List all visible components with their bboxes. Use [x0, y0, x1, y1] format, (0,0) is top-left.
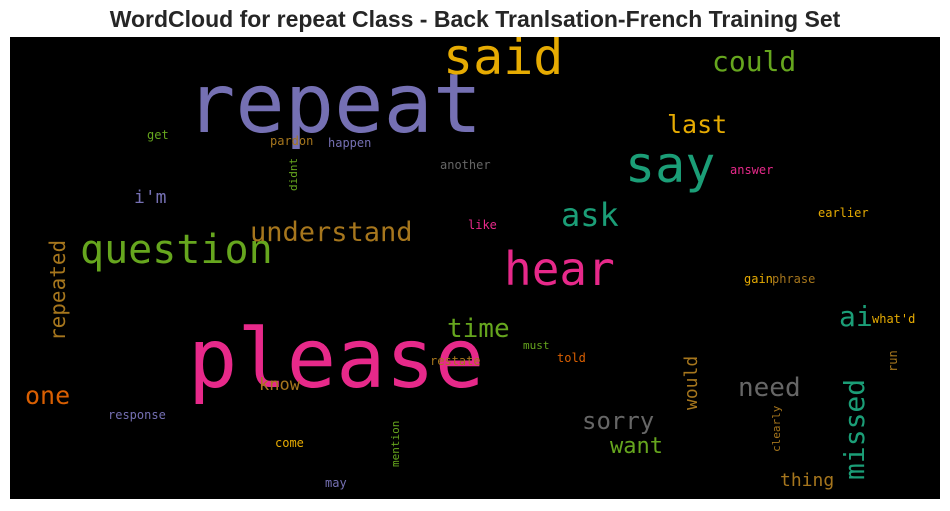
word-know: know [259, 375, 300, 395]
word-one: one [25, 381, 71, 410]
word-said: said [443, 37, 564, 86]
word-mention: mention [389, 420, 402, 467]
word-like: like [468, 218, 497, 232]
word-want: want [610, 434, 663, 459]
word-thing: thing [780, 470, 835, 491]
word-run: run [886, 350, 900, 372]
word-response: response [108, 408, 166, 422]
word-may: may [325, 476, 347, 490]
word-pardon: pardon [270, 134, 314, 148]
word-say: say [625, 136, 716, 194]
word-gain: gain [744, 272, 773, 286]
word-phrase: phrase [772, 272, 816, 286]
word-repeat: repeat [186, 57, 483, 152]
word-come: come [275, 436, 304, 450]
word-restate: restate [430, 354, 481, 368]
word-earlier: earlier [818, 206, 869, 220]
word-would: would [681, 355, 702, 410]
word-last: last [667, 110, 728, 139]
word-ask: ask [561, 196, 619, 234]
word-happen: happen [328, 136, 372, 150]
word-told: told [557, 351, 586, 365]
word-understand: understand [250, 217, 413, 248]
word-another: another [440, 158, 491, 172]
word-get: get [147, 128, 169, 142]
word-im: i'm [134, 187, 167, 208]
word-please: please [188, 312, 485, 407]
word-clearly: clearly [770, 405, 783, 452]
word-need: need [738, 373, 801, 403]
word-repeated: repeated [46, 239, 70, 341]
word-sorry: sorry [582, 407, 655, 435]
word-answer: answer [730, 163, 774, 177]
word-whatd: what'd [872, 312, 916, 326]
word-missed: missed [838, 378, 871, 480]
chart-title: WordCloud for repeat Class - Back Tranls… [109, 6, 841, 32]
word-must: must [523, 339, 550, 352]
word-question: question [80, 227, 273, 273]
word-time: time [447, 314, 510, 344]
word-didnt: didnt [287, 157, 300, 191]
word-hear: hear [504, 242, 615, 296]
word-could: could [712, 45, 797, 78]
word-ai: ai [839, 300, 873, 333]
word-cloud-canvas: repeat please said say question hear could unde… [10, 37, 940, 499]
